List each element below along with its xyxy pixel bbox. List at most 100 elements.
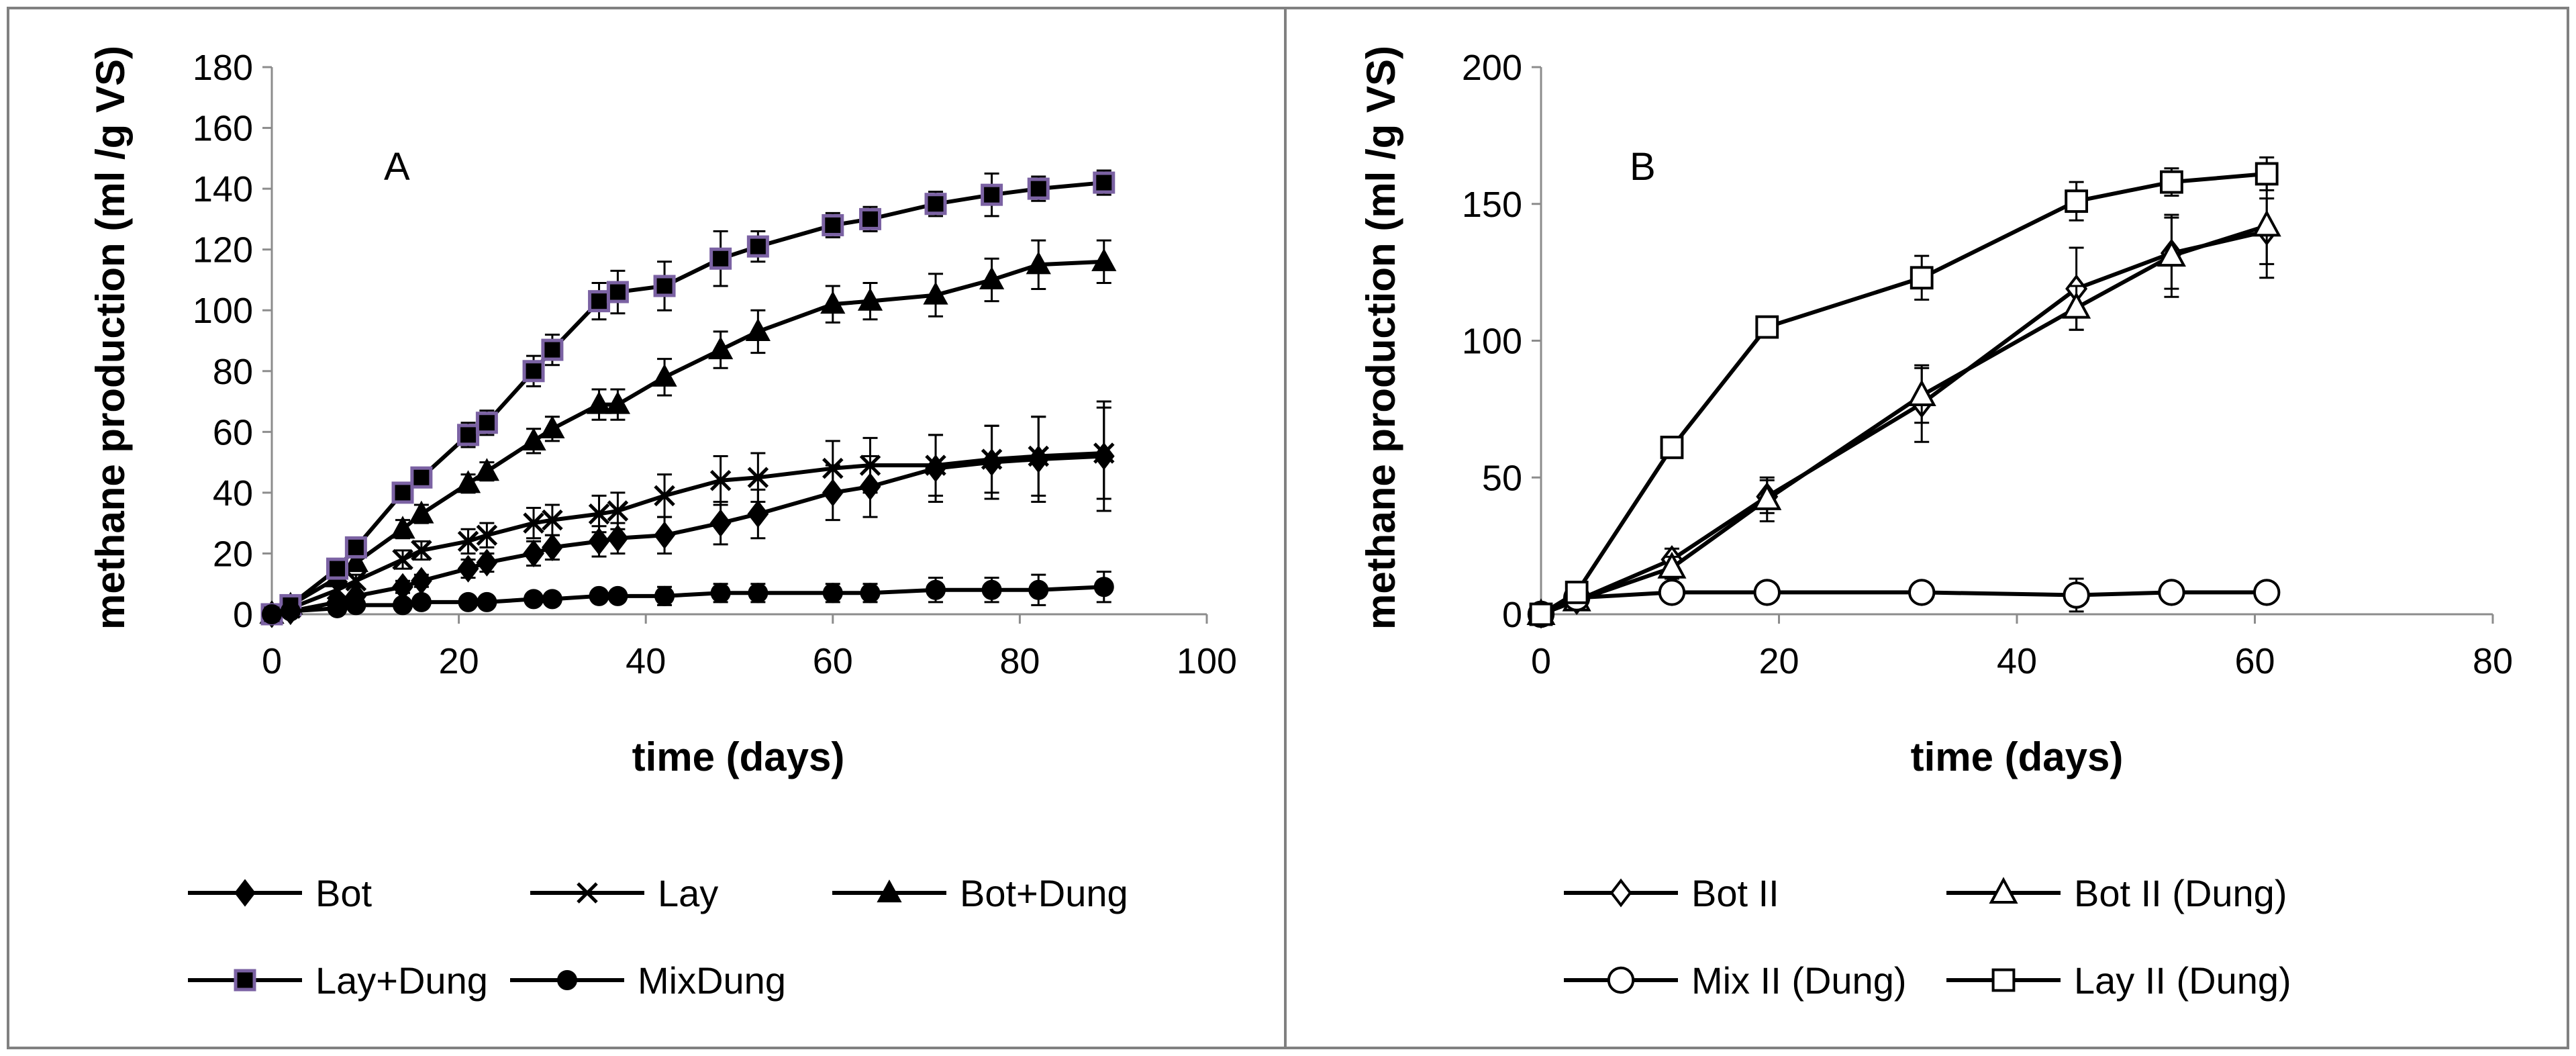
panel-a-legend-label: Bot bbox=[315, 872, 372, 914]
panel-b-series-lay-ii-dung-point bbox=[1660, 436, 1684, 459]
panel-a-series-lay-point bbox=[476, 524, 498, 546]
panel-a-legend-swatch-marker bbox=[557, 970, 577, 990]
panel-a-series-lay-point bbox=[588, 503, 610, 525]
panel-a-legend-swatch-marker bbox=[877, 879, 902, 903]
panel-b-series-mix-ii-dung-point bbox=[2158, 579, 2185, 606]
panel-a-legend-item-bot-dung: Bot+Dung bbox=[832, 872, 1128, 914]
panel-b-y-tick-label: 100 bbox=[1462, 322, 1522, 362]
panel-a-series-mixdung-point bbox=[1028, 579, 1049, 600]
panel-b-y-tick-label: 200 bbox=[1462, 48, 1522, 88]
panel-b-series-bot-ii-dung-point bbox=[2157, 240, 2186, 267]
panel-b-series-lay-ii-dung bbox=[1529, 156, 2279, 626]
panel-a-y-tick-label: 40 bbox=[213, 473, 253, 514]
panel-a-series-lay-point bbox=[345, 570, 367, 591]
panel-a-series-lay-dung-point bbox=[746, 235, 769, 258]
panel-a-series-lay-dung-point bbox=[606, 281, 629, 303]
panel-a-series-bot-dung-point bbox=[605, 391, 631, 414]
panel-b-series bbox=[1526, 156, 2281, 629]
panel-a-series-mixdung-point bbox=[393, 595, 413, 616]
panel-a-legend-label: MixDung bbox=[638, 959, 786, 1002]
panel-a-series-lay-point bbox=[709, 470, 732, 491]
panel-a-series-lay-point bbox=[822, 457, 844, 479]
panel-a-series-lay-dung-point bbox=[981, 183, 1003, 206]
panel-b-series-lay-ii-dung-point bbox=[2065, 189, 2089, 213]
panel-a-x-axis-label: time (days) bbox=[632, 734, 845, 779]
panel-a-series-mixdung-point bbox=[860, 583, 881, 604]
panel-b-axes: 0 50 100 150 200 0 20 40 60 80 bbox=[1462, 48, 2513, 681]
panel-a-series-bot-dung-point bbox=[979, 267, 1005, 290]
panel-b-legend-label: Mix II (Dung) bbox=[1691, 959, 1907, 1002]
panel-a-legend-item-lay-dung: Lay+Dung bbox=[188, 959, 488, 1002]
panel-a-series-bot-point bbox=[747, 499, 769, 528]
panel-a-series-bot-dung-point bbox=[745, 318, 771, 342]
panel-b-series-bot-ii-dung-point bbox=[1752, 483, 1782, 510]
panel-b-series-bot-ii-dung-point bbox=[2062, 291, 2091, 319]
panel-a-series-bot-point bbox=[588, 527, 610, 555]
panel-b-series-mix-ii-dung-point bbox=[1658, 579, 1686, 606]
panel-b-legend: Bot II Bot II (Dung) Mix II (Dung) Lay II (… bbox=[1564, 872, 2291, 1002]
panel-b-legend-swatch-marker bbox=[1989, 877, 2018, 904]
panel-b-y-tick-label: 150 bbox=[1462, 185, 1522, 225]
panel-a-series-bot-dung-point bbox=[390, 516, 415, 539]
panel-a-series-bot-dung-point bbox=[409, 500, 434, 524]
panel-a-legend-item-mixdung: MixDung bbox=[510, 959, 786, 1002]
panel-b-series-lay-ii-dung-point bbox=[1529, 602, 1553, 626]
panel-a-legend-swatch-marker bbox=[234, 969, 256, 992]
panel-a-series-bot-point bbox=[457, 555, 479, 583]
panel-b-legend-swatch-marker bbox=[1991, 968, 2016, 992]
panel-a-series-bot-dung-point bbox=[923, 281, 948, 305]
panel-b-series-bot-ii-dung-point bbox=[1657, 551, 1687, 579]
panel-a-series-lay-dung-point bbox=[709, 247, 732, 270]
panel-b-series-bot-ii-dung-point bbox=[2252, 209, 2281, 237]
panel-a-series-bot-point bbox=[607, 524, 629, 553]
panel-a-legend-item-bot: Bot bbox=[188, 872, 372, 914]
panel-a-series-bot-point bbox=[654, 521, 675, 549]
panel-b-legend-item-mix-ii-dung: Mix II (Dung) bbox=[1564, 959, 1907, 1002]
chart-panel-a: 0 20 40 60 80 100 120 140 160 180 0 20 40 60 80 100 A t… bbox=[88, 46, 1237, 1002]
panel-a-series-lay-point bbox=[747, 467, 769, 489]
panel-a-y-tick-label: 180 bbox=[193, 48, 253, 88]
panel-b-x-tick-label: 60 bbox=[2234, 641, 2275, 681]
panel-a-series-lay-dung-point bbox=[1027, 177, 1050, 200]
panel-b-series-mix-ii-dung-line bbox=[1540, 590, 2267, 616]
panel-a-series-lay-point bbox=[542, 509, 563, 531]
panel-b-legend-item-lay-ii-dung: Lay II (Dung) bbox=[1946, 959, 2291, 1002]
panel-a-y-tick-label: 20 bbox=[213, 534, 253, 574]
panel-a-series-bot-point bbox=[476, 548, 498, 577]
panel-a-series-lay-dung-point bbox=[344, 536, 367, 559]
panel-a-axes: 0 20 40 60 80 100 120 140 160 180 0 20 40 60 80 100 bbox=[193, 48, 1237, 681]
panel-a-series-lay-point bbox=[925, 454, 946, 476]
panel-a-y-axis-label: methane production (ml /g VS) bbox=[88, 46, 133, 630]
panel-b-legend-label: Bot II bbox=[1691, 872, 1779, 914]
panel-a-y-tick-label: 120 bbox=[193, 230, 253, 271]
panel-a-series-lay-point bbox=[654, 485, 675, 507]
panel-a-series-mixdung-point bbox=[280, 601, 301, 622]
chart-panel-b: 0 50 100 150 200 0 20 40 60 80 B time (days) meth… bbox=[1358, 46, 2513, 1002]
panel-b-series-mix-ii-dung-point bbox=[1908, 579, 1936, 606]
panel-b-series-lay-ii-dung-point bbox=[2160, 170, 2183, 194]
panel-a-series-bot-point bbox=[523, 539, 544, 568]
panel-a-series-bot-dung-point bbox=[652, 363, 677, 387]
panel-b-series-lay-ii-dung-point bbox=[1565, 581, 1589, 604]
panel-b-series-mix-ii-dung-point bbox=[2063, 581, 2090, 609]
panel-a-series-lay-point bbox=[523, 512, 544, 534]
panel-b-x-tick-label: 0 bbox=[1531, 641, 1551, 681]
panel-a-series-mixdung-point bbox=[542, 589, 562, 610]
panel-a-legend-label: Bot+Dung bbox=[960, 872, 1128, 914]
panel-a-series-lay-dung-point bbox=[822, 213, 844, 236]
panel-a-x-tick-label: 0 bbox=[262, 641, 282, 681]
panel-a-y-tick-label: 0 bbox=[233, 595, 253, 635]
panel-a-label: A bbox=[384, 145, 410, 189]
panel-b-y-tick-label: 0 bbox=[1502, 595, 1522, 635]
panel-a-x-tick-label: 60 bbox=[813, 641, 853, 681]
panel-b-series-lay-ii-dung-point bbox=[1755, 315, 1779, 339]
panel-a-series-lay-dung-point bbox=[924, 193, 947, 215]
panel-a-series-lay-point bbox=[1093, 442, 1115, 464]
panel-a-x-tick-label: 80 bbox=[999, 641, 1040, 681]
panel-a-legend: Bot Lay Bot+Dung Lay+Dung MixDung bbox=[188, 872, 1128, 1002]
panel-a-series-mixdung-point bbox=[524, 589, 544, 610]
panel-b-legend-swatch-marker bbox=[1609, 878, 1632, 908]
panel-a-series-lay-point bbox=[859, 454, 881, 476]
panel-a-series-bot-dung-point bbox=[455, 470, 481, 493]
